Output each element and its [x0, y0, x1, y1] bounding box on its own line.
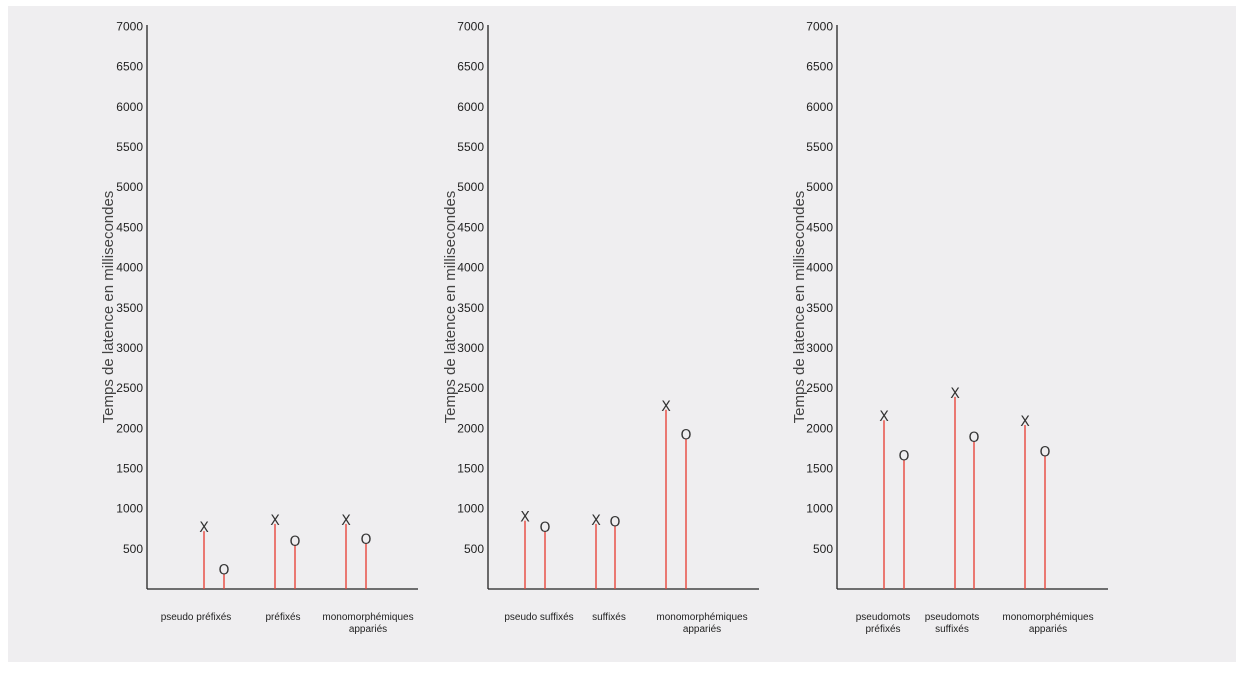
category-label: monomorphémiques — [322, 612, 413, 623]
y-tick-label: 6000 — [116, 100, 143, 114]
point-marker: X — [591, 513, 601, 529]
y-tick-label: 2000 — [116, 421, 143, 435]
y-axis-label: Temps de latence en millisecondes — [791, 191, 808, 424]
y-tick-label: 2500 — [116, 381, 143, 395]
y-tick-label: 3000 — [116, 341, 143, 355]
point-marker: O — [289, 534, 300, 550]
category-label: appariés — [683, 624, 721, 635]
point-marker: O — [1039, 445, 1050, 461]
category-label: suffixés — [935, 624, 969, 635]
y-tick-label: 500 — [464, 542, 484, 556]
y-tick-label: 3000 — [457, 341, 484, 355]
y-tick-label: 1000 — [116, 502, 143, 516]
y-tick-label: 3000 — [806, 341, 833, 355]
y-tick-label: 7000 — [806, 20, 833, 34]
y-tick-label: 4500 — [116, 220, 143, 234]
point-marker: X — [341, 513, 351, 529]
y-tick-label: 1000 — [806, 502, 833, 516]
category-label: pseudo suffixés — [504, 612, 573, 623]
y-tick-label: 5000 — [806, 180, 833, 194]
category-label: appariés — [349, 624, 387, 635]
y-tick-label: 6500 — [806, 60, 833, 74]
y-axis-label: Temps de latence en millisecondes — [442, 191, 459, 424]
scanned-page — [8, 6, 1236, 662]
y-tick-label: 2500 — [457, 381, 484, 395]
y-tick-label: 7000 — [457, 20, 484, 34]
point-marker: X — [1020, 414, 1030, 430]
y-tick-label: 500 — [123, 542, 143, 556]
point-marker: X — [520, 510, 530, 526]
y-tick-label: 5500 — [457, 140, 484, 154]
y-tick-label: 1000 — [457, 502, 484, 516]
y-tick-label: 3500 — [806, 301, 833, 315]
y-tick-label: 2500 — [806, 381, 833, 395]
category-label: préfixés — [865, 624, 900, 635]
y-tick-label: 3500 — [457, 301, 484, 315]
y-tick-label: 1500 — [806, 461, 833, 475]
y-tick-label: 4500 — [806, 220, 833, 234]
y-tick-label: 6500 — [457, 60, 484, 74]
y-tick-label: 5000 — [457, 180, 484, 194]
y-tick-label: 5500 — [116, 140, 143, 154]
y-tick-label: 2000 — [457, 421, 484, 435]
y-tick-label: 1500 — [116, 461, 143, 475]
y-tick-label: 5500 — [806, 140, 833, 154]
y-tick-label: 2000 — [806, 421, 833, 435]
point-marker: X — [661, 399, 671, 415]
y-tick-label: 7000 — [116, 20, 143, 34]
point-marker: O — [680, 428, 691, 444]
point-marker: X — [950, 386, 960, 402]
point-marker: O — [609, 515, 620, 531]
y-tick-label: 4000 — [806, 261, 833, 275]
category-label: monomorphémiques — [656, 612, 747, 623]
category-label: suffixés — [592, 612, 626, 623]
y-tick-label: 5000 — [116, 180, 143, 194]
category-label: préfixés — [265, 612, 300, 623]
y-tick-label: 6000 — [806, 100, 833, 114]
point-marker: X — [879, 409, 889, 425]
point-marker: X — [270, 513, 280, 529]
y-tick-label: 4000 — [457, 261, 484, 275]
y-tick-label: 4000 — [116, 261, 143, 275]
category-label: appariés — [1029, 624, 1067, 635]
point-marker: O — [218, 563, 229, 579]
y-tick-label: 6500 — [116, 60, 143, 74]
point-marker: O — [539, 520, 550, 536]
point-marker: O — [968, 430, 979, 446]
y-tick-label: 4500 — [457, 220, 484, 234]
y-tick-label: 6000 — [457, 100, 484, 114]
category-label: monomorphémiques — [1002, 612, 1093, 623]
point-marker: X — [199, 520, 209, 536]
category-label: pseudo préfixés — [161, 612, 232, 623]
category-label: pseudomots — [856, 612, 910, 623]
y-tick-label: 3500 — [116, 301, 143, 315]
point-marker: O — [360, 532, 371, 548]
y-axis-label: Temps de latence en millisecondes — [100, 191, 117, 424]
y-tick-label: 500 — [813, 542, 833, 556]
y-tick-label: 1500 — [457, 461, 484, 475]
category-label: pseudomots — [925, 612, 979, 623]
point-marker: O — [898, 449, 909, 465]
